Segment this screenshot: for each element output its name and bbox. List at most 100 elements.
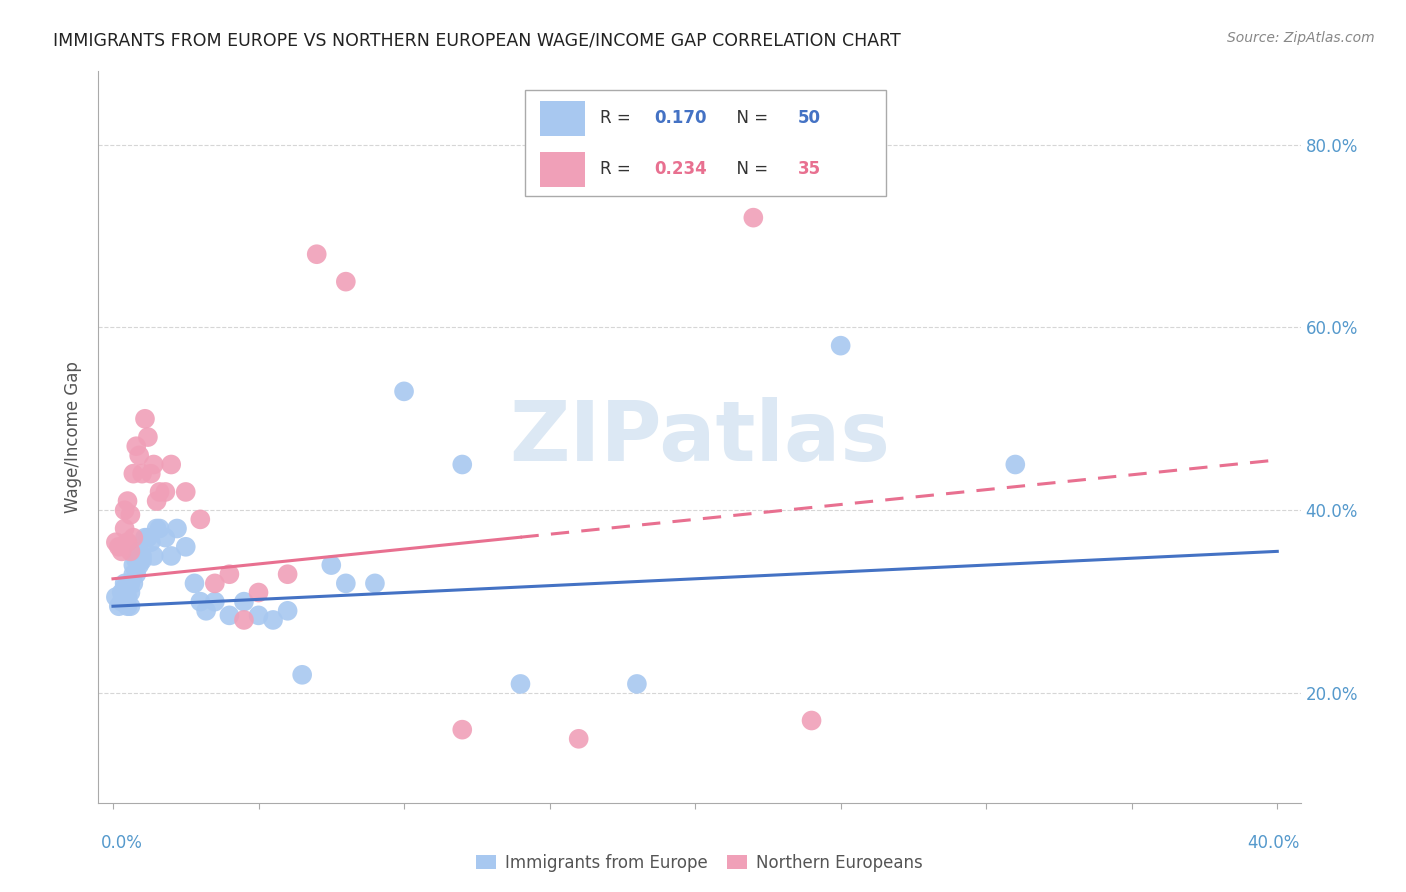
Point: [305, 247, 328, 261]
Point: [291, 667, 314, 681]
Point: [183, 576, 205, 591]
Point: [218, 608, 240, 623]
Point: [117, 590, 139, 604]
Point: [114, 521, 136, 535]
Point: [122, 576, 145, 591]
Point: [451, 458, 474, 472]
Point: [139, 535, 162, 549]
Point: [122, 531, 145, 545]
Point: [742, 211, 765, 225]
Point: [111, 544, 134, 558]
Point: [277, 567, 299, 582]
Point: [128, 448, 150, 462]
Text: N =: N =: [725, 161, 773, 178]
Point: [120, 585, 142, 599]
Point: [142, 458, 165, 472]
Point: [104, 590, 127, 604]
Point: [195, 604, 218, 618]
Point: [204, 576, 226, 591]
Point: [451, 723, 474, 737]
Text: 35: 35: [799, 161, 821, 178]
Point: [218, 567, 240, 582]
Point: [160, 549, 183, 563]
Text: 0.170: 0.170: [654, 109, 706, 128]
Point: [568, 731, 591, 746]
Point: [1004, 458, 1026, 472]
Point: [509, 677, 531, 691]
Point: [626, 677, 648, 691]
Point: [117, 599, 139, 614]
Point: [125, 553, 148, 567]
Point: [111, 594, 134, 608]
Text: Source: ZipAtlas.com: Source: ZipAtlas.com: [1227, 31, 1375, 45]
Point: [131, 549, 153, 563]
Point: [321, 558, 343, 573]
Point: [145, 494, 167, 508]
Point: [160, 458, 183, 472]
Point: [277, 604, 299, 618]
Text: 50: 50: [799, 109, 821, 128]
Point: [122, 558, 145, 573]
Point: [233, 594, 256, 608]
Point: [335, 576, 357, 591]
Point: [117, 494, 139, 508]
Point: [120, 508, 142, 522]
Point: [335, 275, 357, 289]
Point: [120, 599, 142, 614]
Text: 0.234: 0.234: [654, 161, 707, 178]
Point: [364, 576, 387, 591]
Point: [247, 608, 270, 623]
Point: [174, 485, 197, 500]
Point: [125, 567, 148, 582]
Point: [107, 599, 129, 614]
Point: [111, 585, 134, 599]
Text: R =: R =: [600, 109, 636, 128]
Point: [117, 581, 139, 595]
Point: [233, 613, 256, 627]
Point: [134, 412, 156, 426]
Text: ZIPatlas: ZIPatlas: [509, 397, 890, 477]
Point: [120, 576, 142, 591]
Point: [145, 521, 167, 535]
Text: IMMIGRANTS FROM EUROPE VS NORTHERN EUROPEAN WAGE/INCOME GAP CORRELATION CHART: IMMIGRANTS FROM EUROPE VS NORTHERN EUROP…: [53, 31, 901, 49]
Point: [128, 558, 150, 573]
Point: [247, 585, 270, 599]
Point: [204, 594, 226, 608]
FancyBboxPatch shape: [526, 90, 886, 195]
Bar: [540, 152, 585, 187]
Legend: Immigrants from Europe, Northern Europeans: Immigrants from Europe, Northern Europea…: [470, 847, 929, 879]
Point: [830, 338, 852, 352]
Point: [125, 439, 148, 453]
Point: [114, 503, 136, 517]
Point: [174, 540, 197, 554]
Point: [139, 467, 162, 481]
Point: [142, 549, 165, 563]
Point: [114, 581, 136, 595]
Point: [104, 535, 127, 549]
Point: [122, 467, 145, 481]
Text: 40.0%: 40.0%: [1247, 834, 1299, 852]
Point: [262, 613, 284, 627]
Point: [155, 485, 177, 500]
Point: [120, 544, 142, 558]
Point: [128, 544, 150, 558]
Point: [148, 485, 170, 500]
Y-axis label: Wage/Income Gap: Wage/Income Gap: [65, 361, 83, 513]
Point: [134, 531, 156, 545]
Point: [122, 567, 145, 582]
Point: [148, 521, 170, 535]
Point: [114, 576, 136, 591]
Point: [166, 521, 188, 535]
Text: N =: N =: [725, 109, 773, 128]
Text: R =: R =: [600, 161, 636, 178]
Point: [136, 531, 159, 545]
Point: [800, 714, 823, 728]
Point: [188, 512, 211, 526]
Point: [131, 553, 153, 567]
Point: [131, 467, 153, 481]
Point: [107, 540, 129, 554]
Point: [155, 531, 177, 545]
Point: [136, 430, 159, 444]
Text: 0.0%: 0.0%: [101, 834, 143, 852]
Bar: [540, 101, 585, 136]
